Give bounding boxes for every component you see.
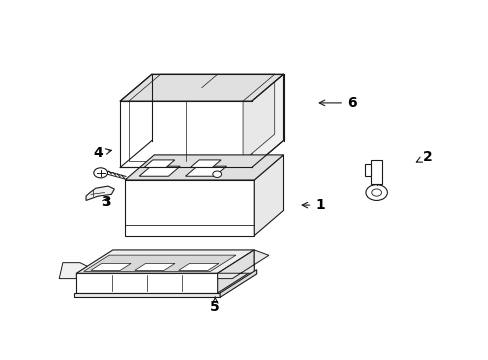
Polygon shape [217, 250, 254, 293]
Polygon shape [76, 250, 254, 273]
Polygon shape [125, 155, 283, 180]
Polygon shape [91, 264, 131, 270]
Polygon shape [74, 293, 220, 297]
Polygon shape [220, 270, 256, 297]
Polygon shape [251, 74, 283, 167]
Polygon shape [120, 101, 251, 167]
Polygon shape [86, 186, 114, 201]
Polygon shape [120, 74, 283, 101]
Polygon shape [190, 160, 221, 167]
Circle shape [94, 168, 107, 178]
Polygon shape [59, 263, 87, 279]
Text: 5: 5 [210, 297, 220, 314]
Polygon shape [129, 74, 274, 101]
Polygon shape [217, 250, 268, 279]
Polygon shape [83, 255, 236, 271]
Text: 1: 1 [302, 198, 325, 212]
Polygon shape [135, 264, 175, 270]
Text: 2: 2 [415, 150, 431, 164]
Polygon shape [144, 160, 174, 167]
Circle shape [212, 171, 221, 177]
Polygon shape [365, 164, 370, 176]
Polygon shape [178, 264, 219, 270]
Polygon shape [125, 180, 254, 235]
Polygon shape [370, 160, 381, 184]
Polygon shape [243, 74, 274, 161]
Polygon shape [185, 166, 226, 176]
Polygon shape [254, 155, 283, 235]
Text: 3: 3 [101, 194, 110, 208]
Text: 6: 6 [319, 96, 356, 110]
Text: 4: 4 [93, 146, 111, 160]
Polygon shape [139, 166, 180, 176]
Polygon shape [129, 101, 243, 161]
Polygon shape [76, 273, 217, 293]
